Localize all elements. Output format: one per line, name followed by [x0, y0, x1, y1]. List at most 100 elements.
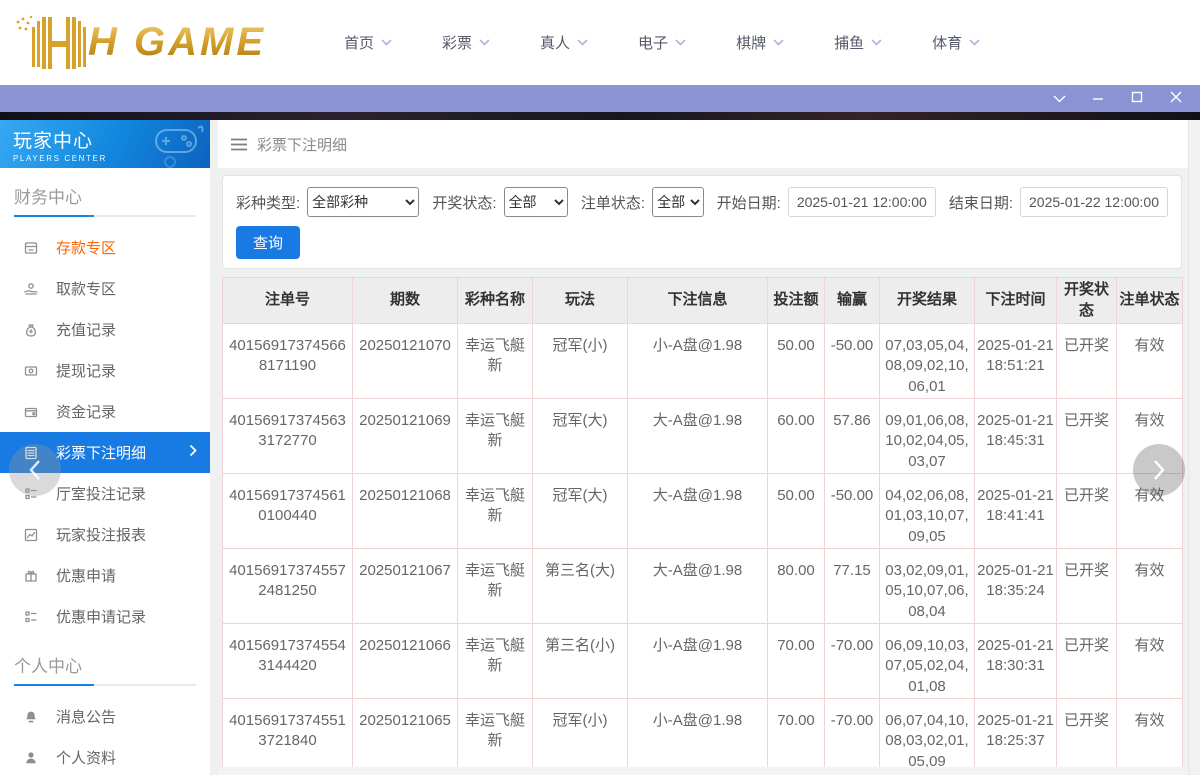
cell-bet-amount: 60.00 — [767, 398, 825, 474]
draw-status-select[interactable]: 全部 — [503, 187, 568, 217]
cell-bet-amount: 50.00 — [767, 323, 825, 399]
nav-item-0[interactable]: 首页 — [344, 32, 392, 53]
cell-bet-id: 401569173745610100440 — [222, 473, 353, 549]
column-header-draw-result: 开奖结果 — [879, 277, 975, 324]
close-button[interactable] — [1168, 91, 1184, 107]
bet-table: 注单号 期数 彩种名称 玩法 下注信息 投注额 输赢 开奖结果 下注时间 开奖状态 注单状态 401… — [222, 277, 1183, 774]
column-header-bet-time: 下注时间 — [974, 277, 1057, 324]
section-title: 个人中心 — [14, 657, 82, 676]
bet-table-body: 401569173745668171190 20250121070 幸运飞艇新 冠军(… — [222, 323, 1183, 774]
sidebar-item-player-bet-report[interactable]: 玩家投注报表 — [0, 514, 210, 555]
sidebar-item-promo-application[interactable]: 优惠申请 — [0, 555, 210, 596]
cell-win-loss: -50.00 — [824, 323, 880, 399]
window-titlebar — [0, 85, 1200, 112]
cell-bet-info: 大-A盘@1.98 — [627, 398, 768, 474]
cell-bet-id: 401569173745513721840 — [222, 698, 353, 774]
vertical-scrollbar[interactable] — [1188, 120, 1200, 775]
cell-win-loss: -50.00 — [824, 473, 880, 549]
cell-bet-id: 401569173745668171190 — [222, 323, 353, 399]
cell-order-status: 有效 — [1116, 473, 1183, 549]
maximize-icon — [1131, 90, 1143, 108]
cell-draw-status: 已开奖 — [1056, 473, 1117, 549]
maximize-button[interactable] — [1129, 91, 1145, 107]
order-status-select[interactable]: 全部 — [652, 187, 704, 217]
cell-draw-result: 03,02,09,01,05,10,07,06,08,04 — [879, 548, 975, 624]
chevron-down-icon — [871, 39, 882, 46]
cash-envelope-icon — [23, 363, 39, 379]
page-title: 彩票下注明细 — [257, 136, 348, 154]
cell-win-loss: 77.15 — [824, 548, 880, 624]
sidebar-item-recharge-records[interactable]: 充值记录 — [0, 309, 210, 350]
column-header-draw-status: 开奖状态 — [1056, 277, 1117, 324]
cell-draw-status: 已开奖 — [1056, 698, 1117, 774]
cell-draw-result: 07,03,05,04,08,09,02,10,06,01 — [879, 323, 975, 399]
players-center-header: 玩家中心 PLAYERS CENTER — [0, 120, 210, 168]
logo-text: H GAME — [88, 20, 266, 64]
minimize-icon — [1092, 90, 1104, 108]
minimize-button[interactable] — [1090, 91, 1106, 107]
sidebar-item-withdraw-zone[interactable]: 取款专区 — [0, 268, 210, 309]
clipboard-list-icon — [23, 486, 39, 502]
chevron-left-icon — [29, 460, 40, 480]
lottery-type-select[interactable]: 全部彩种 — [307, 187, 420, 217]
cell-win-loss: -70.00 — [824, 698, 880, 774]
logo[interactable]: H GAME — [10, 13, 310, 73]
chevron-down-icon — [479, 39, 490, 46]
cell-order-status: 有效 — [1116, 398, 1183, 474]
carousel-left-button[interactable] — [9, 444, 61, 496]
nav-item-6[interactable]: 体育 — [932, 32, 980, 53]
sidebar-item-announcements[interactable]: 消息公告 — [0, 696, 210, 737]
cell-win-loss: 57.86 — [824, 398, 880, 474]
sidebar-item-withdrawal-records[interactable]: 提现记录 — [0, 350, 210, 391]
gift-icon — [23, 568, 39, 584]
chevron-down-icon — [381, 39, 392, 46]
nav-item-5[interactable]: 捕鱼 — [834, 32, 882, 53]
table-row: 401569173745633172770 20250121069 幸运飞艇新 冠军(… — [222, 398, 1183, 474]
table-row: 401569173745572481250 20250121067 幸运飞艇新 第三名… — [222, 548, 1183, 624]
horizontal-scrollbar[interactable] — [218, 767, 1188, 775]
nav-item-2[interactable]: 真人 — [540, 32, 588, 53]
sidebar-item-hall-bet-records[interactable]: 厅室投注记录 — [0, 473, 210, 514]
carousel-right-button[interactable] — [1133, 444, 1185, 496]
cell-play-type: 冠军(大) — [532, 398, 628, 474]
sidebar-item-funds-records[interactable]: 资金记录 — [0, 391, 210, 432]
cell-bet-id: 401569173745543144420 — [222, 623, 353, 699]
cell-bet-time: 2025-01-21 18:51:21 — [974, 323, 1057, 399]
nav-item-4[interactable]: 棋牌 — [736, 32, 784, 53]
start-date-label: 开始日期: — [716, 194, 781, 212]
cell-lottery-name: 幸运飞艇新 — [457, 623, 533, 699]
table-row: 401569173745668171190 20250121070 幸运飞艇新 冠军(… — [222, 323, 1183, 399]
dropdown-chevron-button[interactable] — [1051, 91, 1067, 107]
cell-draw-result: 06,09,10,03,07,05,02,04,01,08 — [879, 623, 975, 699]
cell-bet-info: 大-A盘@1.98 — [627, 548, 768, 624]
sidebar-item-deposit-zone[interactable]: 存款专区 — [0, 227, 210, 268]
cell-order-status: 有效 — [1116, 623, 1183, 699]
cell-lottery-name: 幸运飞艇新 — [457, 323, 533, 399]
cell-bet-time: 2025-01-21 18:25:37 — [974, 698, 1057, 774]
section-divider — [14, 215, 196, 217]
chevron-down-icon — [1053, 90, 1066, 108]
hamburger-icon[interactable] — [231, 138, 247, 151]
cell-lottery-name: 幸运飞艇新 — [457, 698, 533, 774]
cell-bet-time: 2025-01-21 18:30:31 — [974, 623, 1057, 699]
cell-bet-info: 大-A盘@1.98 — [627, 473, 768, 549]
sidebar-item-profile[interactable]: 个人资料 — [0, 737, 210, 775]
sidebar-title: 玩家中心 — [13, 131, 94, 152]
cell-play-type: 冠军(大) — [532, 473, 628, 549]
chevron-right-icon — [1154, 460, 1165, 480]
search-button[interactable]: 查询 — [236, 226, 301, 259]
table-header-row: 注单号 期数 彩种名称 玩法 下注信息 投注额 输赢 开奖结果 下注时间 开奖状态 注单状态 — [222, 277, 1183, 324]
withdraw-hand-icon — [23, 281, 39, 297]
start-date-input[interactable] — [787, 187, 936, 217]
bell-icon — [23, 709, 39, 725]
end-date-input[interactable] — [1020, 187, 1168, 217]
breadcrumb: 彩票下注明细 — [218, 120, 1188, 168]
sidebar-item-promo-application-records[interactable]: 优惠申请记录 — [0, 596, 210, 637]
document-list-icon — [23, 445, 39, 461]
column-header-lottery-name: 彩种名称 — [457, 277, 533, 324]
nav-item-3[interactable]: 电子 — [638, 32, 686, 53]
cell-bet-info: 小-A盘@1.98 — [627, 698, 768, 774]
cell-draw-result: 04,02,06,08,01,03,10,07,09,05 — [879, 473, 975, 549]
cell-win-loss: -70.00 — [824, 623, 880, 699]
nav-item-1[interactable]: 彩票 — [442, 32, 490, 53]
